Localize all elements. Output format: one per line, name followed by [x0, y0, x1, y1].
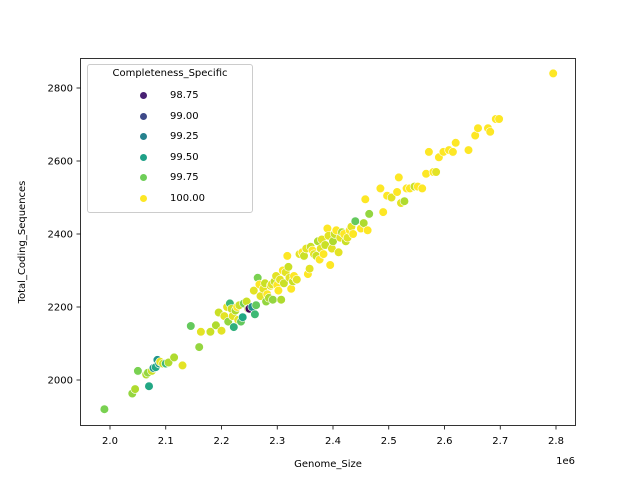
x-tick-label: 2.8: [548, 436, 564, 447]
x-axis-ticks: 2.0 2.1 2.2 2.3 2.4 2.5 2.6 2.7 2.8: [102, 426, 564, 447]
data-point: [548, 68, 558, 78]
data-point: [463, 145, 474, 155]
data-point: [216, 326, 227, 336]
legend-label: 99.00: [170, 111, 199, 122]
data-point: [177, 360, 188, 371]
y-tick-label: 2200: [48, 303, 73, 314]
legend-marker-icon: [140, 113, 147, 120]
data-point: [378, 207, 388, 217]
legend-marker-icon: [140, 154, 147, 161]
legend-entry: 100.00: [88, 190, 252, 210]
data-point: [451, 138, 461, 148]
legend-label: 99.50: [170, 152, 199, 163]
legend-entry: 98.75: [88, 87, 252, 107]
data-point: [334, 247, 344, 257]
axes-frame: [80, 58, 576, 426]
data-point: [359, 218, 369, 228]
legend-marker-icon: [140, 174, 147, 181]
data-point: [249, 286, 259, 296]
data-point: [251, 300, 261, 310]
legend-label: 98.75: [170, 90, 199, 101]
data-point: [292, 275, 302, 285]
legend-marker-icon: [140, 195, 147, 202]
data-point: [238, 312, 248, 322]
x-axis-label: Genome_Size: [294, 459, 362, 470]
data-point: [305, 264, 315, 274]
data-point: [196, 327, 206, 337]
data-point: [473, 123, 483, 133]
legend-entry: 99.75: [88, 169, 252, 189]
data-point: [169, 352, 179, 363]
x-tick-label: 2.3: [269, 436, 285, 447]
data-point: [417, 183, 427, 193]
x-tick-label: 2.1: [158, 436, 174, 447]
legend-label: 100.00: [170, 193, 205, 204]
y-tick-label: 2600: [48, 157, 73, 168]
data-point: [392, 187, 402, 197]
data-point: [144, 381, 154, 391]
x-tick-label: 2.6: [437, 436, 453, 447]
y-axis-label: Total_Coding_Sequences: [17, 181, 28, 305]
scatter-points: [99, 68, 558, 414]
data-point: [494, 114, 504, 124]
legend-marker-icon: [140, 133, 147, 140]
x-axis-offset-label: 1e6: [556, 456, 575, 467]
data-point: [273, 286, 284, 296]
legend-label: 99.25: [170, 131, 199, 142]
data-point: [133, 366, 143, 376]
data-point: [360, 194, 370, 204]
data-point: [276, 295, 286, 305]
data-point: [431, 167, 441, 177]
legend: Completeness_Specific 98.75 99.00 99.25 …: [87, 64, 253, 213]
data-point: [283, 262, 294, 272]
data-point: [282, 251, 292, 261]
x-tick-label: 2.7: [492, 436, 508, 447]
data-point: [205, 327, 215, 337]
legend-label: 99.75: [170, 172, 199, 183]
x-tick-label: 2.5: [381, 436, 397, 447]
data-point: [348, 229, 358, 239]
legend-entry: 99.00: [88, 108, 252, 128]
data-point: [229, 322, 239, 332]
y-tick-label: 2400: [48, 230, 73, 241]
x-tick-label: 2.0: [102, 436, 118, 447]
data-point: [268, 295, 278, 305]
data-point: [424, 147, 434, 157]
legend-entry: 99.50: [88, 149, 252, 169]
data-point: [448, 147, 458, 157]
y-tick-label: 2800: [48, 84, 73, 95]
data-point: [186, 321, 196, 331]
data-point: [130, 384, 140, 394]
legend-marker-icon: [140, 92, 147, 99]
x-tick-label: 2.4: [325, 436, 341, 447]
data-point: [399, 196, 410, 206]
data-point: [394, 172, 404, 182]
data-point: [318, 249, 329, 259]
data-point: [250, 309, 260, 319]
data-point: [99, 404, 109, 414]
legend-title: Completeness_Specific: [112, 68, 228, 79]
data-point: [211, 320, 221, 330]
data-point: [194, 342, 204, 352]
legend-entry: 99.25: [88, 128, 252, 148]
data-point: [364, 209, 374, 219]
data-point: [485, 127, 495, 137]
data-point: [386, 192, 397, 203]
data-point: [375, 183, 386, 193]
y-axis-ticks: 2000 2200 2400 2600 2800: [48, 84, 81, 387]
y-tick-label: 2000: [48, 376, 73, 387]
x-tick-label: 2.2: [214, 436, 230, 447]
data-point: [279, 278, 289, 288]
data-point: [350, 216, 360, 226]
data-point: [363, 225, 373, 235]
data-point: [325, 260, 335, 270]
